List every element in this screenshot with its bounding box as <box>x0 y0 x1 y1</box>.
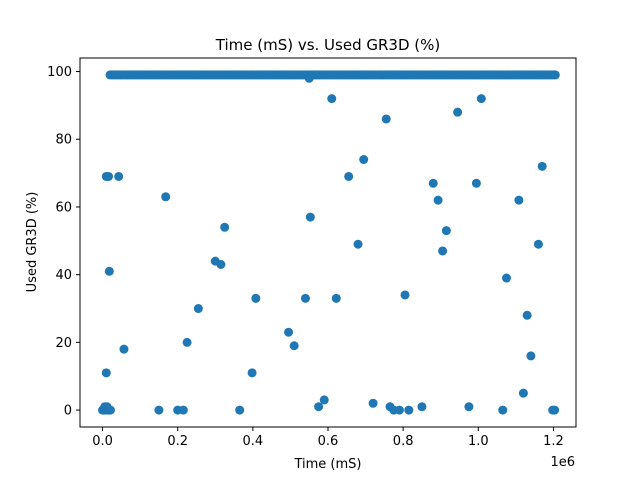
x-tick-label: 0.6 <box>318 434 339 449</box>
x-tick-label: 0.4 <box>243 434 264 449</box>
data-point <box>304 73 314 83</box>
data-point <box>368 398 378 408</box>
data-point <box>428 178 438 188</box>
data-point <box>284 327 294 337</box>
y-tick-label: 0 <box>64 404 72 419</box>
data-point <box>526 351 536 361</box>
data-point <box>101 368 111 378</box>
x-axis-ticks: 0.0 0.2 0.4 0.6 0.8 1.0 1.2 <box>92 427 564 449</box>
data-point <box>182 337 192 347</box>
data-point <box>154 405 164 415</box>
data-point <box>533 239 543 249</box>
data-point <box>438 246 448 256</box>
data-point <box>498 405 508 415</box>
y-tick-label: 100 <box>47 65 72 80</box>
data-point <box>537 161 547 171</box>
data-point <box>417 402 427 412</box>
y-tick-label: 20 <box>55 336 72 351</box>
data-point <box>119 344 129 354</box>
data-point <box>400 290 410 300</box>
x-tick-label: 0.2 <box>167 434 188 449</box>
data-point <box>314 402 324 412</box>
data-point <box>178 405 188 415</box>
data-point <box>344 171 354 181</box>
data-point <box>471 178 481 188</box>
chart-title: Time (mS) vs. Used GR3D (%) <box>215 36 441 54</box>
x-tick-label: 0.8 <box>393 434 414 449</box>
data-point <box>464 402 474 412</box>
y-axis-label: Used GR3D (%) <box>25 192 40 293</box>
y-axis-ticks: 0 20 40 60 80 100 <box>47 65 80 419</box>
y-tick-label: 40 <box>55 268 72 283</box>
data-point <box>514 195 524 205</box>
y-tick-label: 60 <box>55 200 72 215</box>
x-tick-label: 1.2 <box>543 434 564 449</box>
data-point <box>289 341 299 351</box>
data-point <box>251 293 261 303</box>
y-tick-label: 80 <box>55 133 72 148</box>
data-points <box>98 70 560 415</box>
data-point <box>104 171 114 181</box>
data-point <box>300 293 310 303</box>
data-point <box>381 114 391 124</box>
x-axis-label: Time (mS) <box>293 457 361 472</box>
data-point <box>359 155 369 165</box>
data-point <box>518 388 528 398</box>
data-point <box>105 405 115 415</box>
data-point <box>331 293 341 303</box>
data-point <box>104 266 114 276</box>
data-point <box>305 212 315 222</box>
data-point <box>522 310 532 320</box>
data-point-band <box>550 70 560 80</box>
data-point <box>319 395 329 405</box>
data-point <box>394 405 404 415</box>
data-point <box>114 171 124 181</box>
data-point <box>453 107 463 117</box>
data-point <box>433 195 443 205</box>
data-point <box>404 405 414 415</box>
data-point <box>235 405 245 415</box>
x-tick-label: 0.0 <box>92 434 113 449</box>
data-point <box>476 94 486 104</box>
data-point <box>161 192 171 202</box>
data-point <box>220 222 230 232</box>
data-point <box>441 226 451 236</box>
data-point <box>327 94 337 104</box>
x-tick-label: 1.0 <box>468 434 489 449</box>
data-point <box>501 273 511 283</box>
data-point <box>353 239 363 249</box>
data-point <box>193 304 203 314</box>
data-point <box>550 405 560 415</box>
x-axis-offset-label: 1e6 <box>550 455 575 470</box>
data-point <box>216 260 226 269</box>
data-point <box>247 368 257 378</box>
